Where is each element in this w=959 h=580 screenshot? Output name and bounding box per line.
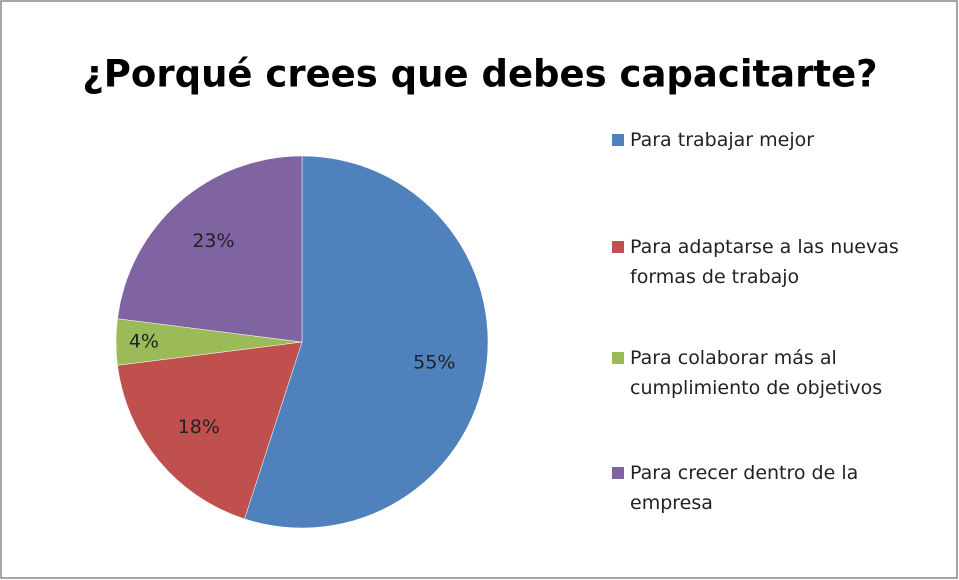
legend-label: Para adaptarse a las nuevas formas de tr… — [630, 236, 899, 288]
data-label: 55% — [413, 351, 455, 373]
legend-entry: Para trabajar mejor — [612, 125, 912, 155]
pie-slice — [244, 155, 489, 529]
data-label: 4% — [129, 331, 159, 353]
legend-label: Para crecer dentro de la empresa — [630, 462, 859, 514]
legend-swatch — [612, 134, 624, 146]
pie-slice — [117, 341, 303, 520]
legend-label: Para trabajar mejor — [630, 129, 815, 151]
legend-swatch — [612, 467, 624, 479]
legend-label: Para colaborar más al cumplimiento de ob… — [630, 347, 883, 399]
pie-slice — [117, 155, 303, 343]
legend-swatch — [612, 241, 624, 253]
data-label: 18% — [178, 416, 220, 438]
legend-entry: Para colaborar más al cumplimiento de ob… — [612, 343, 912, 403]
data-label: 23% — [192, 230, 234, 252]
chart-title: ¿Porqué crees que debes capacitarte? — [82, 53, 877, 96]
legend-swatch — [612, 352, 624, 364]
legend-entry: Para adaptarse a las nuevas formas de tr… — [612, 232, 912, 292]
legend-entry: Para crecer dentro de la empresa — [612, 458, 912, 518]
